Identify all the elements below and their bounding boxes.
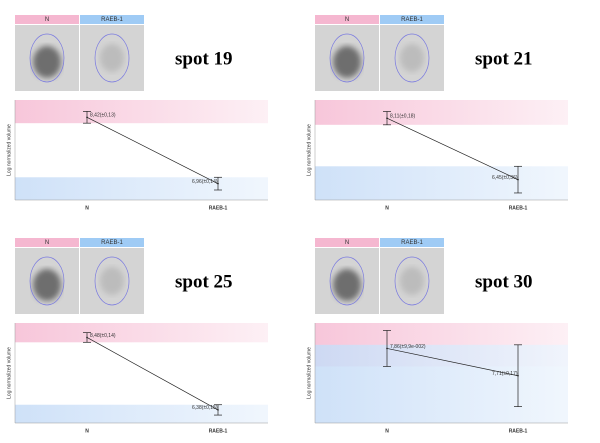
spot-outline	[94, 256, 130, 306]
x-tick-label: N	[85, 428, 89, 434]
point	[386, 117, 388, 119]
image-label: N	[45, 240, 49, 246]
value-label: 8,11(±0,18)	[390, 113, 416, 119]
point	[86, 116, 88, 119]
image-header	[15, 238, 79, 247]
x-tick-label: RAEB-1	[509, 205, 528, 211]
point	[86, 336, 88, 339]
image-label: RAEB-1	[101, 17, 123, 23]
image-header	[80, 238, 144, 247]
panel-title: spot 19	[175, 48, 233, 69]
panel-title: spot 21	[475, 48, 533, 69]
y-axis-label: Log normalized volume	[6, 347, 12, 399]
image-label: N	[345, 17, 349, 23]
image-label: N	[45, 17, 49, 23]
spot-outline	[329, 33, 365, 83]
spot-outline	[329, 256, 365, 306]
value-label: 6,45(±0,36)	[492, 175, 518, 181]
spot-outline	[394, 256, 430, 306]
x-tick-label: N	[85, 205, 89, 211]
gel-spot	[33, 46, 61, 78]
band-raeb	[315, 166, 568, 200]
image-header	[380, 15, 444, 24]
image-header	[380, 238, 444, 247]
image-label: N	[345, 240, 349, 246]
gel-spot	[100, 267, 124, 295]
panel: N RAEB-1 spot 19 Log normalized volume 8,42(…	[6, 15, 268, 211]
gel-spot	[400, 44, 424, 72]
spot-outline	[29, 256, 65, 306]
band-n	[15, 100, 268, 124]
x-tick-label: N	[385, 205, 389, 211]
image-header	[315, 15, 379, 24]
spot-outline	[29, 33, 65, 83]
image-label: RAEB-1	[401, 240, 423, 246]
value-label: 7,86(±9,9e-002)	[390, 344, 426, 350]
image-header	[80, 15, 144, 24]
band-n	[15, 323, 268, 343]
point	[517, 374, 519, 377]
gel-spot	[33, 269, 61, 301]
point	[517, 178, 519, 181]
gel-spot	[333, 269, 361, 301]
band-raeb	[315, 344, 568, 423]
value-label: 8,42(±0,13)	[90, 113, 116, 119]
image-label: RAEB-1	[401, 17, 423, 23]
value-label: 6,96(±0,14)	[192, 179, 218, 185]
spot-outline	[394, 33, 430, 83]
x-tick-label: RAEB-1	[509, 428, 528, 434]
x-tick-label: N	[385, 428, 389, 434]
value-label: 8,48(±0,14)	[90, 333, 116, 339]
value-label: 7,71(±0,17)	[492, 371, 518, 377]
point	[217, 409, 219, 411]
point	[386, 347, 388, 350]
y-axis-label: Log normalized volume	[306, 124, 312, 176]
trend-line	[86, 116, 219, 184]
y-axis-label: Log normalized volume	[306, 347, 312, 399]
image-header	[315, 238, 379, 247]
x-tick-label: RAEB-1	[209, 428, 228, 434]
value-label: 6,38(±0,15)	[192, 405, 218, 411]
panel: N RAEB-1 spot 21 Log normalized volume 8,11(…	[306, 15, 568, 211]
gel-spot	[400, 267, 424, 295]
panel: N RAEB-1 spot 30 Log normalized volume 7,86(…	[306, 238, 568, 434]
image-header	[15, 15, 79, 24]
point	[217, 182, 219, 185]
y-axis-label: Log normalized volume	[6, 124, 12, 176]
band-n	[315, 100, 568, 125]
x-tick-label: RAEB-1	[209, 205, 228, 211]
trend-line	[386, 348, 519, 377]
panel-title: spot 25	[175, 271, 233, 292]
trend-line	[386, 117, 519, 180]
panel-title: spot 30	[475, 271, 533, 292]
gel-spot	[100, 44, 124, 72]
band-raeb	[15, 404, 268, 423]
band-raeb	[15, 177, 268, 200]
spot-outline	[94, 33, 130, 83]
trend-line	[86, 337, 219, 411]
gel-spot	[333, 46, 361, 78]
panel: N RAEB-1 spot 25 Log normalized volume 8,48(…	[6, 238, 268, 434]
image-label: RAEB-1	[101, 240, 123, 246]
